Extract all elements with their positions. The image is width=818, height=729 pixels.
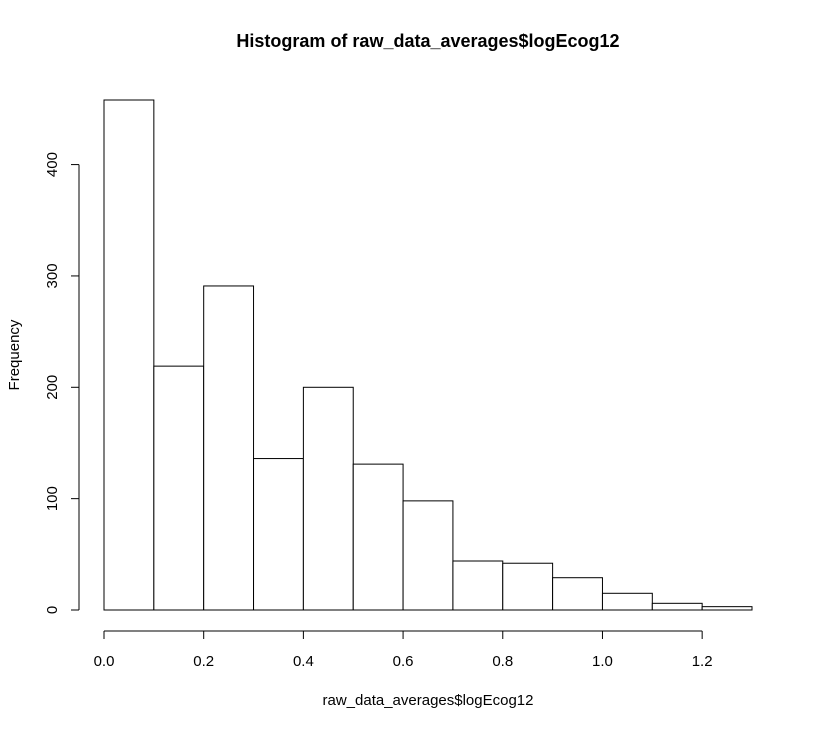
x-axis-label: raw_data_averages$logEcog12 [323,692,534,709]
histogram-bar [352,463,404,611]
x-tick-label: 1.2 [692,653,713,670]
histogram-bar [253,458,304,611]
x-tick-label: 0.6 [393,653,414,670]
y-axis-label: Frequency [6,319,23,390]
histogram-bar [452,560,504,611]
histogram-bar [601,592,653,611]
y-tick-label: 300 [44,263,61,288]
x-tick-label: 0.2 [193,653,214,670]
y-tick-label: 0 [44,606,61,614]
histogram-bar [552,577,603,611]
x-tick-label: 1.0 [592,653,613,670]
histogram-bar [502,562,554,611]
y-tick-label: 200 [44,375,61,400]
histogram-bar [103,99,155,611]
bars-layer [103,99,753,611]
x-tick-label: 0.0 [94,653,115,670]
histogram-bar [203,285,255,611]
histogram-bar [701,606,753,611]
chart-title: Histogram of raw_data_averages$logEcog12 [236,31,619,51]
x-tick-label: 0.8 [492,653,513,670]
y-tick-label: 100 [44,486,61,511]
x-axis: 0.0 0.2 0.4 0.6 0.8 1.0 1.2 [94,630,713,670]
y-tick-label: 400 [44,152,61,177]
x-tick-label: 0.4 [293,653,314,670]
histogram-bar [302,386,354,611]
histogram-bar [651,602,703,611]
histogram-bar [402,500,454,611]
histogram-bar [153,365,205,611]
y-axis: 0 100 200 300 400 [44,152,80,614]
